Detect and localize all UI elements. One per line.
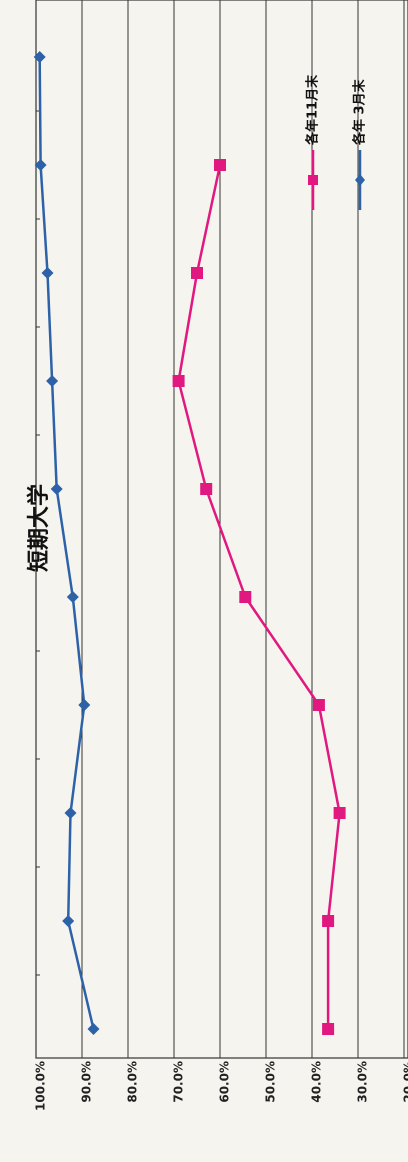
legend-marker-november	[308, 175, 318, 185]
data-point	[46, 375, 59, 387]
y-tick-label: 30.0%	[356, 1061, 370, 1103]
tick-group: 40.0%	[310, 1061, 324, 1103]
y-tick-label: 20.0%	[402, 1061, 408, 1103]
data-point	[200, 483, 213, 495]
y-tick-label: 40.0%	[310, 1061, 324, 1103]
series-line-0	[38, 56, 95, 1030]
legend-label-march: 各年 3月末	[352, 78, 368, 146]
y-axis-ticks: 100.0% 90.0% 80.0% 70.0% 60.0% 50.0% 40.0% 30.0…	[34, 1061, 408, 1111]
legend-marker-march	[355, 174, 365, 186]
chart-title: 短期大学	[26, 484, 52, 572]
data-point	[34, 159, 47, 171]
data-point	[312, 699, 325, 711]
tick-group: 20.0%	[402, 1061, 408, 1103]
tick-group: 70.0%	[172, 1061, 186, 1103]
data-point	[66, 591, 79, 603]
legend-entry-march: 各年 3月末	[352, 78, 368, 210]
tick-group: 100.0%	[34, 1061, 48, 1111]
tick-group: 90.0%	[80, 1061, 94, 1103]
y-tick-label: 80.0%	[126, 1061, 140, 1103]
data-point	[41, 267, 54, 279]
data-point	[62, 915, 75, 927]
data-point	[172, 375, 185, 387]
tick-group: 50.0%	[264, 1061, 278, 1103]
y-tick-label: 100.0%	[34, 1061, 48, 1111]
data-point	[50, 483, 63, 495]
data-point	[333, 807, 346, 819]
data-point	[322, 915, 335, 927]
legend-label-november: 各年11月末	[305, 74, 321, 146]
legend-entry-november: 各年11月末	[305, 74, 321, 210]
y-tick-label: 60.0%	[218, 1061, 232, 1103]
y-tick-label: 90.0%	[80, 1061, 94, 1103]
data-point	[33, 51, 46, 63]
data-point	[322, 1023, 335, 1035]
tick-group: 80.0%	[126, 1061, 140, 1103]
gridlines	[36, 0, 405, 1058]
y-tick-label: 70.0%	[172, 1061, 186, 1103]
data-point	[78, 699, 91, 711]
data-point	[191, 267, 203, 279]
tick-group: 30.0%	[356, 1061, 370, 1103]
data-point	[239, 591, 252, 603]
y-tick-label: 50.0%	[264, 1061, 278, 1103]
data-point	[64, 807, 77, 819]
data-point	[87, 1023, 100, 1035]
data-point	[214, 159, 226, 171]
data-series	[33, 51, 346, 1035]
tick-group: 60.0%	[218, 1061, 232, 1103]
legend: 各年 3月末 各年11月末	[305, 74, 368, 210]
